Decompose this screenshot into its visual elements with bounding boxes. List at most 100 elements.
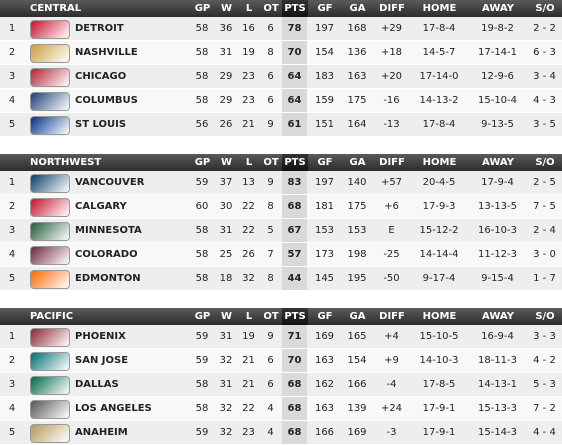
stat-cell: 1 - 7 [528, 267, 561, 290]
column-header: W [215, 154, 238, 171]
column-header: HOME [411, 308, 468, 325]
column-header: DIFF [373, 308, 411, 325]
team-name: PHOENIX [71, 325, 188, 348]
stat-cell: 166 [308, 421, 341, 444]
stat-cell: 60 [190, 195, 214, 218]
stat-cell: +6 [373, 195, 410, 218]
stat-cell: 14-10-3 [411, 349, 467, 372]
stat-cell: 32 [215, 397, 237, 420]
stat-cell: 58 [190, 65, 214, 88]
column-header: PTS [282, 308, 308, 325]
stat-cell: 58 [190, 267, 214, 290]
stat-cell: 31 [215, 41, 237, 64]
stat-cell: 19-8-2 [468, 17, 527, 40]
rank: 2 [0, 195, 24, 218]
team-name: LOS ANGELES [71, 397, 188, 420]
stat-cell: 16 [238, 17, 259, 40]
rank: 4 [0, 243, 24, 266]
stat-cell: 168 [342, 17, 372, 40]
stat-cell: 4 [260, 421, 281, 444]
stat-cell: 56 [190, 113, 214, 136]
stat-cell: 12-9-6 [468, 65, 527, 88]
rank: 4 [0, 397, 24, 420]
stat-cell: 14-13-2 [411, 89, 467, 112]
stat-cell: 15-14-3 [468, 421, 527, 444]
stat-cell: 59 [190, 349, 214, 372]
stat-cell: 19 [238, 325, 259, 348]
division-name: PACIFIC [0, 308, 190, 325]
team-logo [30, 246, 70, 265]
points: 64 [282, 65, 307, 88]
column-header: GA [342, 0, 373, 17]
stat-cell: 6 [260, 17, 281, 40]
stat-cell: 7 [260, 243, 281, 266]
stat-cell: 140 [342, 171, 372, 194]
stat-cell: 59 [190, 325, 214, 348]
stat-cell: 198 [342, 243, 372, 266]
column-header: GA [342, 308, 373, 325]
rank: 3 [0, 219, 24, 242]
stat-cell: 2 - 4 [528, 219, 561, 242]
stat-cell: 14-14-4 [411, 243, 467, 266]
stat-cell: 4 - 3 [528, 89, 561, 112]
stat-cell: -13 [373, 113, 410, 136]
stat-cell: 183 [308, 65, 341, 88]
stat-cell: 169 [308, 325, 341, 348]
stat-cell: 8 [260, 41, 281, 64]
stat-cell: +57 [373, 171, 410, 194]
stat-cell: 21 [238, 113, 259, 136]
stat-cell: 15-10-5 [411, 325, 467, 348]
stat-cell: 6 [260, 65, 281, 88]
stat-cell: 3 - 3 [528, 325, 561, 348]
stat-cell: 58 [190, 397, 214, 420]
column-header: S/O [528, 154, 562, 171]
stat-cell: 163 [308, 397, 341, 420]
stat-cell: 17-8-4 [411, 113, 467, 136]
stat-cell: 19 [238, 41, 259, 64]
stat-cell: +29 [373, 17, 410, 40]
column-header: AWAY [468, 0, 528, 17]
team-name: DETROIT [71, 17, 188, 40]
stat-cell: 25 [215, 243, 237, 266]
column-header: AWAY [468, 154, 528, 171]
stat-cell: 153 [342, 219, 372, 242]
stat-cell: 163 [342, 65, 372, 88]
stat-cell: 181 [308, 195, 341, 218]
column-header: GF [308, 0, 342, 17]
column-header: L [238, 154, 260, 171]
team-logo [30, 424, 70, 443]
column-header: GF [308, 308, 342, 325]
rank: 2 [0, 349, 24, 372]
stat-cell: 3 - 4 [528, 65, 561, 88]
stat-cell: 3 - 5 [528, 113, 561, 136]
column-header: W [215, 308, 238, 325]
stat-cell: -3 [373, 421, 410, 444]
team-name: COLORADO [71, 243, 188, 266]
stat-cell: 164 [342, 113, 372, 136]
stat-cell: 6 [260, 373, 281, 396]
stat-cell: 15-12-2 [411, 219, 467, 242]
stat-cell: 154 [308, 41, 341, 64]
stat-cell: 169 [342, 421, 372, 444]
team-logo [30, 68, 70, 87]
stat-cell: 17-9-1 [411, 421, 467, 444]
stat-cell: 8 [260, 267, 281, 290]
team-logo [30, 222, 70, 241]
rank: 5 [0, 113, 24, 136]
column-header: PTS [282, 0, 308, 17]
stat-cell: -4 [373, 373, 410, 396]
rank: 5 [0, 267, 24, 290]
points: 70 [282, 41, 307, 64]
stat-cell: 16-9-4 [468, 325, 527, 348]
stat-cell: 11-12-3 [468, 243, 527, 266]
column-header: W [215, 0, 238, 17]
team-name: CALGARY [71, 195, 188, 218]
rank: 1 [0, 17, 24, 40]
stat-cell: 58 [190, 17, 214, 40]
stat-cell: 17-9-3 [411, 195, 467, 218]
stat-cell: 21 [238, 349, 259, 372]
points: 57 [282, 243, 307, 266]
stat-cell: 136 [342, 41, 372, 64]
team-logo [30, 174, 70, 193]
